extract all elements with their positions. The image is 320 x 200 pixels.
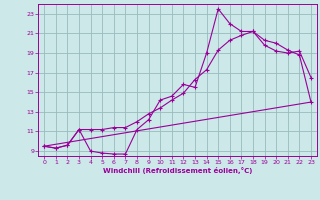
X-axis label: Windchill (Refroidissement éolien,°C): Windchill (Refroidissement éolien,°C) (103, 167, 252, 174)
